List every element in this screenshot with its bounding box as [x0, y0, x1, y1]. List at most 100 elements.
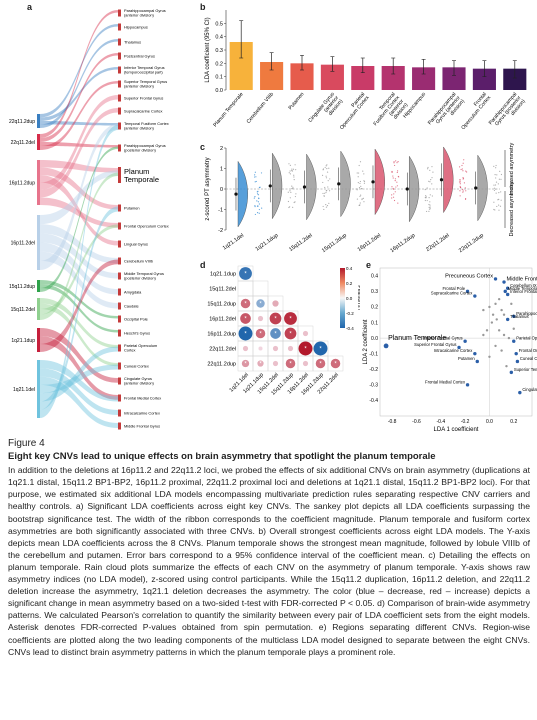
corr-circle [272, 360, 279, 367]
rain-point [459, 183, 461, 185]
rain-point [322, 192, 324, 195]
corr-circle [270, 328, 281, 339]
corr-circle [257, 315, 264, 322]
rain-point [429, 204, 431, 206]
rain-point [360, 185, 362, 188]
region-point-labeled [503, 289, 507, 294]
sankey-ribbon [40, 81, 118, 150]
sankey-label-line: Temporale [124, 175, 159, 184]
x-tick-label: Cerebellum VIIIb [246, 91, 276, 125]
significance-star: * [289, 362, 292, 368]
rain-point [495, 188, 497, 190]
region-point [482, 308, 485, 312]
y-tick-label: -1 [218, 208, 223, 214]
rain-point [323, 195, 325, 197]
rain-point [328, 202, 330, 204]
rain-point [322, 181, 324, 184]
sankey-label-line: Parietal Operculum [124, 343, 157, 348]
mean-point [268, 184, 272, 188]
region-point [510, 302, 513, 306]
x-tick-label: Planum Temporale [212, 91, 244, 128]
rain-point [396, 170, 399, 172]
rain-point [459, 190, 461, 192]
region-label: Planum Temporale [388, 335, 446, 342]
rain-point [428, 180, 430, 182]
rain-point [394, 191, 396, 193]
sankey-left-node [37, 280, 40, 292]
region-point [491, 313, 495, 316]
mean-point [439, 178, 444, 182]
rain-point [254, 205, 256, 208]
rain-point [425, 196, 427, 198]
region-point-labeled [473, 294, 477, 298]
corr-circle [269, 312, 282, 325]
sankey-right-label: Postcentral Gyrus [124, 54, 155, 59]
rain-point [425, 195, 427, 197]
legend-tick: 0.0 [346, 296, 353, 301]
x-tick-label: 15q11.2del [288, 233, 313, 253]
sankey-right-label: Superior Frontal Gyrus [124, 96, 163, 101]
rain-point [432, 171, 434, 173]
y-tick-label: 0.5 [215, 21, 223, 27]
rain-point [254, 171, 256, 173]
rain-point [359, 161, 362, 163]
sankey-right-node [118, 38, 121, 46]
rain-point [462, 176, 464, 179]
rain-point [431, 183, 433, 185]
sankey-right-label: Temporal Fusiform Cortex (anterior divisi… [124, 121, 169, 131]
sankey-label-line: Hippocampus [124, 25, 148, 30]
rain-point [498, 204, 500, 206]
sankey-right-node [118, 302, 121, 310]
sankey-right-label: Thalamus [124, 40, 141, 45]
sankey-right-label: Frontal Medial Cortex [124, 396, 161, 401]
correlation-matrix: 1q21.1dup * 15q11.2del 15q11.2dup * * 16p11.2d… [207, 265, 360, 397]
sankey-right-node [118, 362, 121, 370]
sankey-left-label: 16p11.2dup [9, 181, 35, 187]
rain-point [493, 201, 495, 203]
rain-point [288, 172, 290, 174]
bar [503, 68, 527, 90]
rain-point [493, 184, 495, 186]
rain-point [494, 174, 496, 176]
corr-circle [256, 299, 265, 308]
rain-point [462, 162, 464, 164]
rain-point [426, 199, 428, 202]
sankey-left-label: 15q11.2del [11, 307, 35, 313]
rain-point [292, 168, 295, 170]
region-point-labeled [457, 345, 461, 350]
significance-star: * [319, 362, 322, 368]
sankey-right-label: Parietal Operculum Cortex [124, 343, 157, 353]
y-tick-label: 0.3 [371, 289, 378, 295]
rain-point [357, 176, 359, 178]
significance-star: * [244, 272, 247, 278]
sankey-label-line: Cingulate Gyrus [124, 376, 152, 381]
sankey-label-line: Postcentral Gyrus [124, 54, 155, 59]
sankey-right-node [118, 377, 121, 385]
sankey-ribbon [40, 233, 118, 279]
region-point-labeled [518, 390, 522, 395]
legend-tick: -0.4 [346, 326, 354, 331]
sankey-right-node [118, 23, 121, 31]
sankey-left-label: 22q11.2del [11, 140, 35, 146]
region-label: Superior Frontal Gyrus [414, 342, 456, 347]
sankey-right-node [118, 409, 121, 417]
region-point [505, 364, 508, 368]
sankey-right-node [118, 329, 121, 337]
significance-star: * [289, 317, 292, 323]
rain-point [459, 186, 461, 189]
rain-point [289, 170, 291, 172]
rain-point [495, 181, 498, 183]
rain-point [500, 173, 503, 176]
sankey-right-node [118, 222, 121, 230]
region-point-labeled [505, 292, 510, 297]
sankey-label-line: Supracalcarine Cortex [124, 109, 163, 114]
region-label: Frontal Medial Cortex [425, 379, 466, 384]
region-point-labeled [473, 351, 477, 356]
sankey-left-label: 15q11.2dup [9, 284, 35, 290]
row-label: 16p11.2del [209, 317, 236, 323]
region-label: Precuneous Cortex [445, 273, 493, 279]
sankey-ribbon [40, 251, 118, 309]
rain-point [393, 188, 395, 190]
sankey-plot: 22q11.2dup 22q11.2del 16p11.2dup 16p11.2del… [9, 8, 169, 430]
region-point-labeled [475, 359, 479, 364]
